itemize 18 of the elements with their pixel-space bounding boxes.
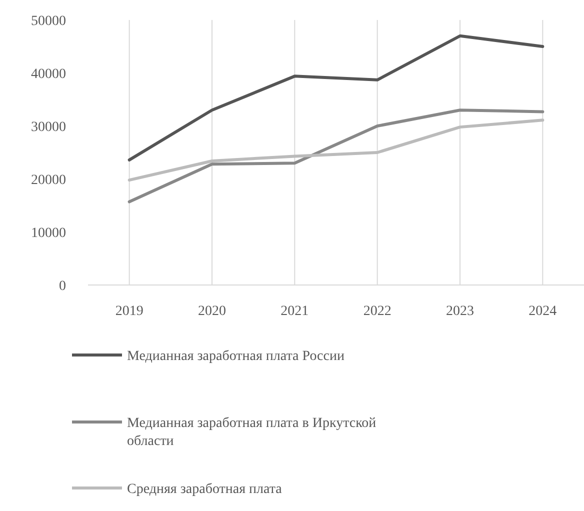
line-series xyxy=(128,118,544,182)
x-tick-label: 2023 xyxy=(446,304,474,319)
x-tick-label: 2022 xyxy=(363,304,392,319)
y-tick-label: 50000 xyxy=(31,14,66,29)
y-tick-label: 20000 xyxy=(31,172,66,188)
y-tick-label: 40000 xyxy=(31,66,66,82)
y-tick-label: 10000 xyxy=(31,226,66,241)
line-series xyxy=(128,108,544,204)
legend-label: Медианная заработная плата России xyxy=(127,348,345,364)
legend-label: Средняя заработная плата xyxy=(127,482,283,497)
x-tick-label: 2024 xyxy=(528,304,557,319)
x-tick-label: 2019 xyxy=(115,304,144,319)
legend-label: Медианная заработная плата в Иркутской области xyxy=(127,416,377,450)
x-tick-label: 2021 xyxy=(280,304,309,319)
y-tick-label: 30000 xyxy=(31,120,66,135)
line-series xyxy=(128,34,544,162)
x-tick-label: 2020 xyxy=(198,304,226,319)
y-tick-label: 0 xyxy=(59,278,66,294)
